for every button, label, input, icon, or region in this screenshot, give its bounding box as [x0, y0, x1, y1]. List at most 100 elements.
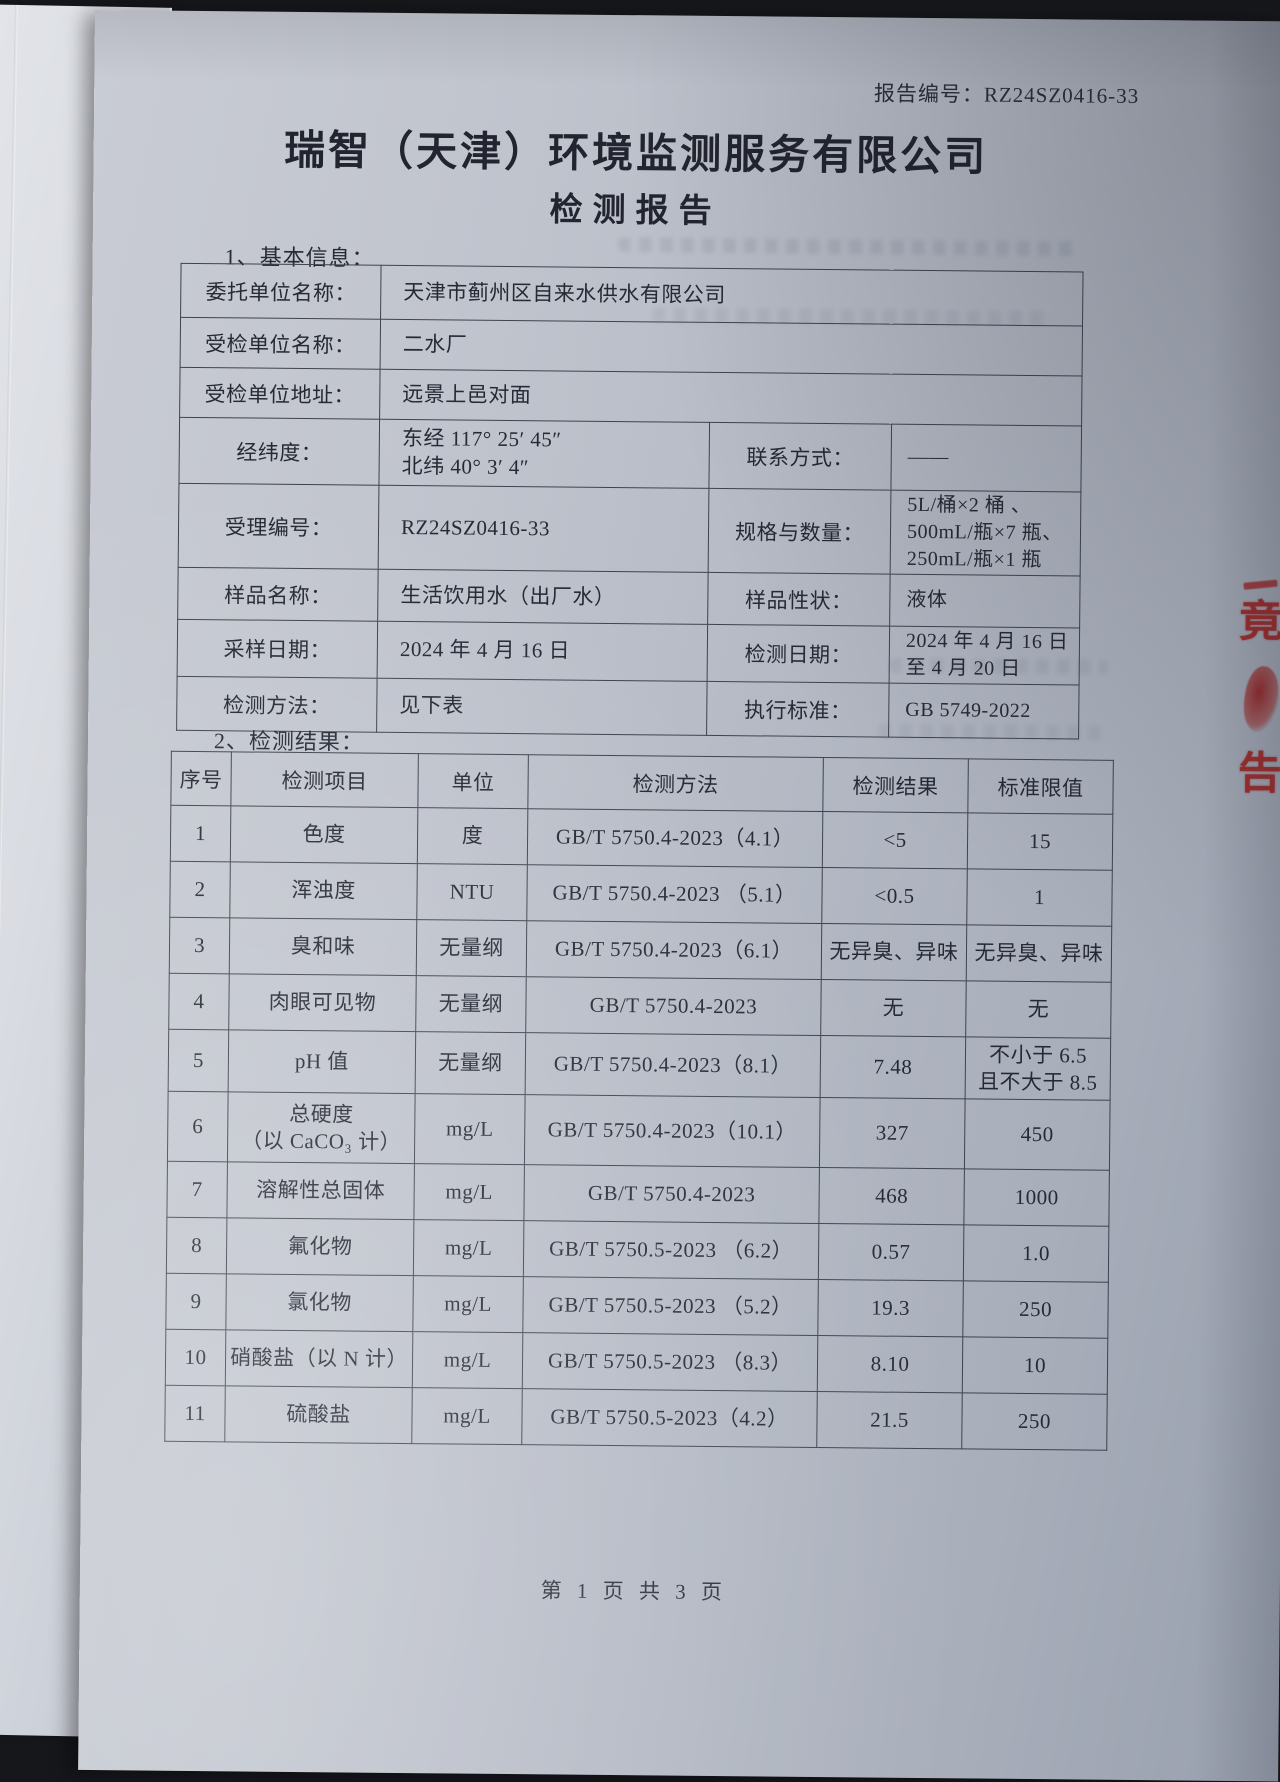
results-row: 7 溶解性总固体 mg/L GB/T 5750.4-2023 468 1000	[166, 1161, 1110, 1227]
results-row: 6 总硬度 （以 CaCO₃ 计） mg/L GB/T 5750.4-2023（…	[167, 1091, 1111, 1171]
basic-info-row: 受检单位名称： 二水厂	[180, 317, 1083, 376]
results-header-cell: 检测结果	[822, 757, 969, 813]
results-cell: 氟化物	[226, 1217, 414, 1276]
results-header-cell: 标准限值	[967, 758, 1114, 815]
results-cell: pH 值	[228, 1029, 416, 1094]
results-cell: 度	[417, 807, 528, 865]
results-cell: 11	[164, 1385, 226, 1442]
results-cell: 1.0	[963, 1224, 1109, 1283]
results-row: 11 硫酸盐 mg/L GB/T 5750.5-2023（4.2） 21.5 2…	[164, 1385, 1108, 1451]
red-seal-character: 告	[1237, 749, 1280, 799]
results-cell: 10	[165, 1329, 226, 1386]
basic-info-value: 2024 年 4 月 16 日至 4 月 20 日	[889, 626, 1080, 685]
results-header-cell: 检测方法	[527, 754, 824, 812]
results-cell: mg/L	[411, 1387, 523, 1445]
results-cell: GB/T 5750.4-2023	[525, 976, 822, 1036]
basic-info-row: 经纬度： 东经 117° 25′ 45″ 北纬 40° 3′ 4″ 联系方式： …	[178, 417, 1082, 492]
results-header-cell: 检测项目	[230, 751, 419, 808]
results-cell: 肉眼可见物	[228, 973, 417, 1032]
report-number-label: 报告编号：	[873, 81, 985, 107]
results-cell: 6	[167, 1091, 229, 1162]
results-cell: <5	[822, 811, 968, 869]
results-row: 2 浑浊度 NTU GB/T 5750.4-2023 （5.1） <0.5 1	[169, 861, 1113, 927]
results-cell: 无异臭、异味	[821, 923, 967, 981]
results-cell: 2	[169, 861, 231, 918]
report-number-value: RZ24SZ0416-33	[983, 82, 1140, 109]
basic-info-label: 受理编号：	[178, 483, 379, 570]
results-cell: 15	[967, 812, 1113, 871]
results-cell: 250	[962, 1280, 1109, 1339]
results-cell: 0.57	[818, 1223, 964, 1281]
results-cell: 21.5	[816, 1391, 963, 1449]
page-footer: 第 1 页 共 3 页	[540, 1578, 728, 1605]
results-cell: 8.10	[817, 1335, 963, 1393]
results-row: 1 色度 度 GB/T 5750.4-2023（4.1） <5 15	[170, 805, 1113, 871]
basic-info-row: 受理编号： RZ24SZ0416-33 规格与数量： 5L/桶×2 桶 、500…	[178, 483, 1081, 576]
results-cell: 硝酸盐（以 N 计）	[225, 1329, 413, 1388]
results-cell: 327	[819, 1097, 966, 1169]
results-cell: mg/L	[412, 1275, 524, 1333]
results-cell: 7	[166, 1161, 228, 1218]
results-cell: GB/T 5750.4-2023（6.1）	[526, 920, 822, 980]
basic-info-value: ——	[890, 424, 1082, 492]
basic-info-value: 远景上邑对面	[379, 369, 1083, 426]
results-cell: GB/T 5750.5-2023 （5.2）	[522, 1276, 819, 1336]
basic-info-label: 检测日期：	[707, 624, 890, 684]
basic-info-value: 生活饮用水（出厂水）	[377, 569, 709, 625]
red-seal-character: 竟	[1238, 597, 1280, 647]
results-cell: <0.5	[821, 867, 968, 925]
results-cell: 10	[962, 1336, 1108, 1395]
results-cell: mg/L	[412, 1331, 523, 1389]
results-cell: 4	[168, 973, 230, 1030]
results-cell: 19.3	[817, 1279, 964, 1337]
red-seal-stroke	[1243, 579, 1278, 590]
results-cell: 1000	[963, 1168, 1110, 1227]
basic-info-value: 天津市蓟州区自来水供水有限公司	[380, 265, 1084, 326]
results-cell: 氯化物	[225, 1273, 414, 1332]
basic-info-row: 受检单位地址： 远景上邑对面	[179, 367, 1083, 426]
results-row: 3 臭和味 无量纲 GB/T 5750.4-2023（6.1） 无异臭、异味 无…	[169, 917, 1112, 983]
results-cell: 无量纲	[415, 975, 527, 1033]
results-cell: mg/L	[413, 1163, 525, 1221]
results-cell: 250	[961, 1392, 1108, 1451]
results-cell: mg/L	[413, 1219, 524, 1277]
basic-info-label: 样品性状：	[707, 572, 891, 627]
basic-info-value: 5L/桶×2 桶 、500mL/瓶×7 瓶、 250mL/瓶×1 瓶	[890, 490, 1081, 576]
results-cell: 450	[964, 1098, 1111, 1171]
results-cell: 468	[818, 1167, 965, 1225]
results-cell: 8	[166, 1217, 227, 1274]
results-row: 10 硝酸盐（以 N 计） mg/L GB/T 5750.5-2023 （8.3…	[165, 1329, 1108, 1395]
results-cell: 9	[165, 1273, 227, 1330]
basic-info-value: 液体	[889, 574, 1081, 628]
basic-info-value: GB 5749-2022	[888, 683, 1080, 739]
results-cell: 总硬度 （以 CaCO₃ 计）	[227, 1091, 416, 1164]
basic-info-label: 规格与数量：	[708, 488, 891, 575]
results-cell: 浑浊度	[229, 861, 418, 920]
results-cell: 无	[965, 980, 1112, 1039]
results-cell: 硫酸盐	[224, 1385, 413, 1444]
results-cell: GB/T 5750.4-2023（4.1）	[527, 808, 823, 868]
basic-info-label: 采样日期：	[177, 619, 378, 679]
results-row: 5 pH 值 无量纲 GB/T 5750.4-2023（8.1） 7.48 不小…	[168, 1029, 1111, 1101]
basic-info-value: RZ24SZ0416-33	[378, 485, 709, 573]
results-header-cell: 单位	[417, 753, 529, 809]
report-number-line: 报告编号：RZ24SZ0416-33	[94, 70, 1140, 110]
results-cell: GB/T 5750.4-2023（10.1）	[524, 1094, 821, 1168]
results-cell: 无量纲	[415, 1031, 526, 1095]
basic-info-row: 采样日期： 2024 年 4 月 16 日 检测日期： 2024 年 4 月 1…	[177, 619, 1080, 685]
results-cell: GB/T 5750.4-2023	[523, 1164, 820, 1224]
results-cell: GB/T 5750.5-2023（4.2）	[521, 1388, 818, 1448]
results-cell: 1	[966, 868, 1113, 927]
company-title: 瑞智（天津）环境监测服务有限公司	[283, 126, 989, 180]
basic-info-label: 经纬度：	[178, 417, 380, 486]
report-page: 报告编号：RZ24SZ0416-33 瑞智（天津）环境监测服务有限公司 检测报告…	[78, 10, 1280, 1782]
results-cell: NTU	[416, 863, 528, 921]
red-seal-fragment: 竟 告	[1236, 579, 1280, 799]
basic-info-row: 委托单位名称： 天津市蓟州区自来水供水有限公司	[180, 263, 1084, 326]
red-seal-blob	[1239, 664, 1280, 735]
results-cell: 无	[820, 979, 967, 1037]
results-cell: GB/T 5750.5-2023 （6.2）	[523, 1220, 819, 1280]
results-cell: GB/T 5750.5-2023 （8.3）	[522, 1332, 818, 1392]
results-cell: 溶解性总固体	[226, 1161, 415, 1220]
basic-info-label: 样品名称：	[177, 567, 379, 622]
